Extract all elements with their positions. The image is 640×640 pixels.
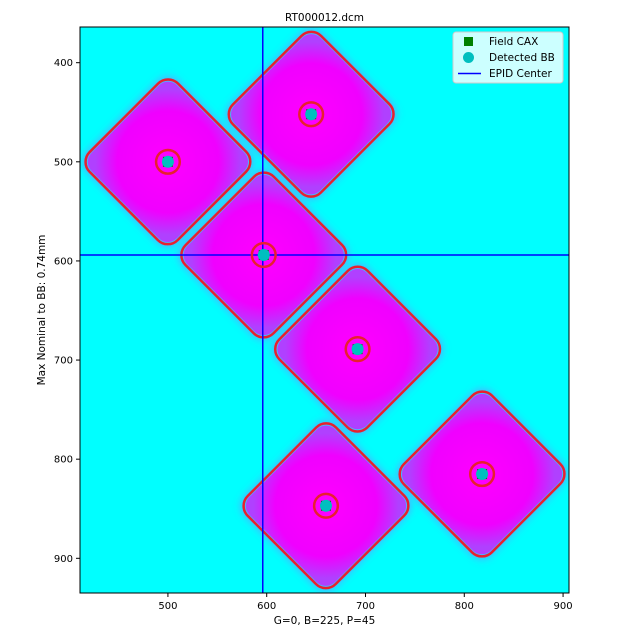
x-tick-label: 600: [257, 601, 276, 612]
detected-bb-point: [476, 468, 489, 481]
legend-box: [452, 31, 564, 84]
x-tick-label: 900: [554, 601, 573, 612]
y-tick-label: 600: [54, 256, 73, 267]
chart-title: RT000012.dcm: [285, 12, 364, 24]
x-axis-label: G=0, B=225, P=45: [274, 615, 376, 627]
field-contour: [180, 171, 348, 339]
markers-layer: [154, 101, 496, 519]
x-tick-label: 700: [356, 601, 375, 612]
legend-field-cax-label: Field CAX: [489, 36, 538, 48]
bb-contour: [468, 460, 496, 488]
legend-field-cax-marker: [464, 37, 473, 46]
detected-bb-point: [161, 155, 174, 168]
detected-bb-point: [305, 108, 318, 121]
field-contour: [242, 422, 410, 590]
bb-contour: [298, 101, 325, 128]
y-tick-label: 400: [54, 58, 73, 69]
bb-contour: [312, 492, 340, 519]
field-contour: [398, 390, 566, 558]
legend-epid-center-label: EPID Center: [489, 68, 553, 80]
field-contour: [273, 265, 442, 433]
detected-bb-point: [257, 248, 270, 261]
y-tick-label: 500: [54, 157, 73, 168]
epid-center-layer: [80, 27, 569, 593]
bb-contour: [250, 241, 277, 269]
bb-contour: [154, 148, 182, 175]
plot-area: [80, 27, 569, 593]
y-tick-label: 700: [54, 356, 73, 367]
x-axis: 500 600 700 800 900: [158, 593, 573, 612]
legend-detected-bb-marker: [463, 52, 474, 63]
detected-bb-point: [351, 343, 364, 356]
field-contour: [227, 30, 395, 198]
plot-frame: [79, 26, 570, 594]
x-tick-label: 800: [455, 601, 474, 612]
x-tick-label: 500: [158, 601, 177, 612]
y-axis: 400 500 600 700 800 900: [54, 58, 80, 565]
field-contour: [84, 78, 252, 246]
y-axis-label: Max Nominal to BB: 0.74mm: [36, 235, 48, 386]
bb-contour: [344, 336, 371, 363]
detected-bb-point: [319, 499, 332, 512]
legend-detected-bb-label: Detected BB: [489, 52, 555, 64]
y-tick-label: 800: [54, 455, 73, 466]
legend: Field CAX Detected BB EPID Center: [452, 31, 564, 84]
y-tick-label: 900: [54, 554, 73, 565]
